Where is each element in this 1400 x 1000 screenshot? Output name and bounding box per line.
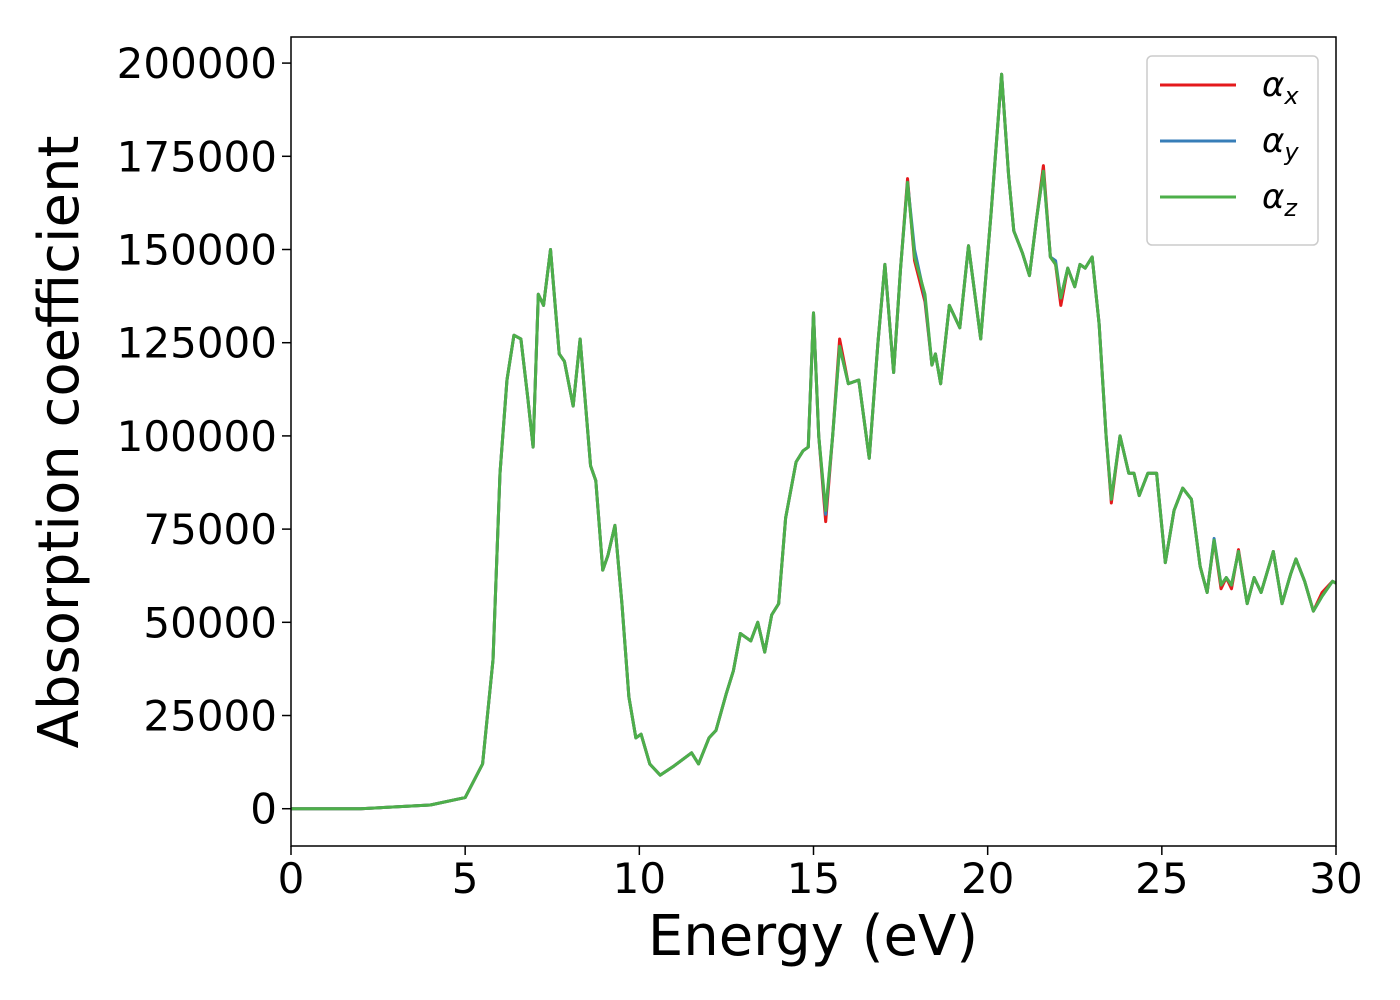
y-tick-label: 75000 [143,505,277,554]
x-tick-label: 0 [278,854,305,903]
x-tick-label: 30 [1309,854,1362,903]
plot-frame [290,36,1337,847]
legend: αx αy αz [1146,55,1319,246]
series-line [291,72,1336,811]
legend-label: αy [1262,121,1299,166]
x-tick-label: 5 [452,854,479,903]
x-tick-label: 25 [1135,854,1188,903]
x-tick-label: 20 [961,854,1014,903]
x-axis-label: Energy (eV) [648,904,978,969]
legend-label: αz [1262,177,1298,222]
y-tick-label: 125000 [117,319,277,368]
legend-label: αx [1262,65,1299,110]
y-tick-label: 0 [250,785,277,834]
y-tick-label: 175000 [117,132,277,181]
y-axis-label: Absorption coefficient [27,136,92,749]
x-tick-label: 15 [787,854,840,903]
y-tick-label: 50000 [143,598,277,647]
y-tick-label: 25000 [143,692,277,741]
x-tick-label: 10 [613,854,666,903]
y-tick-label: 100000 [117,412,277,461]
y-tick-label: 150000 [117,226,277,275]
y-tick-label: 200000 [117,39,277,88]
